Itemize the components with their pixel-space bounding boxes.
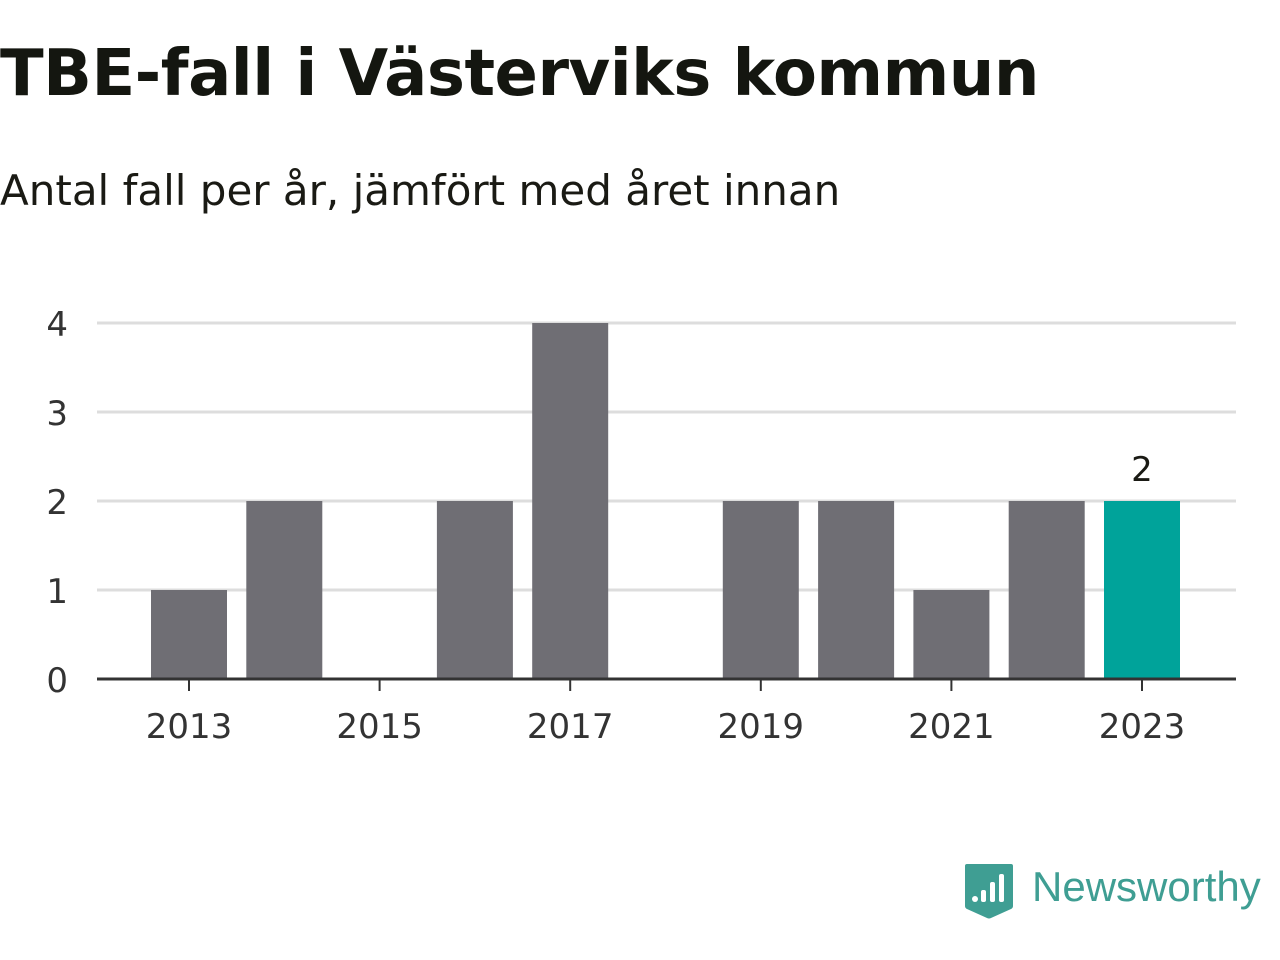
newsworthy-logo-icon: [965, 864, 1013, 919]
y-tick-label: 3: [46, 394, 68, 434]
x-tick-label: 2023: [1099, 707, 1186, 747]
bar-2019: [722, 501, 799, 679]
bar-2022: [1008, 501, 1085, 679]
x-axis: 2013 2015 2017 2019 2021 2023: [97, 677, 1236, 747]
y-tick-label: 1: [46, 572, 68, 612]
y-tick-label: 0: [46, 661, 68, 701]
bar-chart: 0 1 2 3 4 2 2013 2015 2017 2019 2021 2023: [46, 305, 1236, 747]
bar-2014: [246, 501, 323, 679]
x-tick-label: 2013: [146, 707, 233, 747]
x-tick-label: 2017: [527, 707, 614, 747]
data-labels: 2: [1131, 450, 1153, 490]
bars: [151, 323, 1180, 679]
x-tick-label: 2019: [718, 707, 805, 747]
y-axis-ticks: 0 1 2 3 4: [46, 305, 68, 701]
brand-logo: Newsworthy: [964, 862, 1261, 926]
chart-title: TBE-fall i Västerviks kommun: [0, 37, 1039, 111]
x-tick-label: 2015: [336, 707, 423, 747]
y-tick-label: 4: [46, 305, 68, 345]
brand-name: Newsworthy: [1032, 863, 1261, 910]
bar-2020: [818, 501, 895, 679]
x-tick-label: 2021: [908, 707, 995, 747]
y-tick-label: 2: [46, 483, 68, 523]
bar-2021: [913, 590, 990, 679]
bar-2017: [532, 323, 609, 679]
chart-subtitle: Antal fall per år, jämfört med året inna…: [0, 166, 841, 215]
data-label: 2: [1131, 450, 1153, 490]
bar-2016: [436, 501, 513, 679]
bar-2013: [151, 590, 227, 679]
bar-2023: [1104, 501, 1180, 679]
